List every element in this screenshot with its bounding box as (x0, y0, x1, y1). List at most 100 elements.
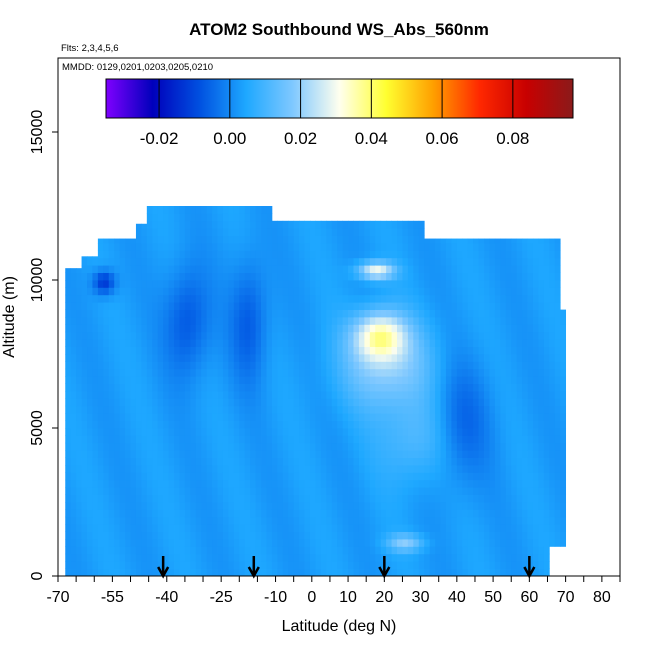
heatmap-cell (103, 376, 110, 384)
heatmap-cell (456, 331, 463, 340)
heatmap-cell (413, 509, 420, 518)
heatmap-cell (212, 524, 218, 532)
heatmap-cell (119, 531, 126, 540)
heatmap-cell (92, 553, 99, 562)
heatmap-cell (87, 265, 93, 273)
x-tick-label: 30 (412, 589, 430, 606)
heatmap-cell (92, 391, 99, 399)
heatmap-cell (130, 509, 137, 518)
heatmap-cell (516, 339, 523, 347)
heatmap-cell (233, 524, 240, 532)
heatmap-cell (174, 531, 180, 540)
heatmap-cell (418, 561, 425, 569)
heatmap-cell (212, 465, 218, 473)
heatmap-cell (538, 368, 545, 377)
heatmap-cell (97, 272, 104, 281)
heatmap-cell (65, 324, 72, 333)
heatmap-cell (87, 368, 93, 377)
heatmap-cell (81, 479, 88, 488)
heatmap-cell (125, 568, 131, 577)
heatmap-cell (315, 435, 322, 444)
heatmap-cell (456, 561, 463, 569)
heatmap-cell (456, 346, 463, 355)
heatmap-cell (125, 435, 131, 444)
heatmap-cell (70, 376, 77, 384)
heatmap-cell (141, 516, 148, 525)
heatmap-cell (380, 383, 387, 392)
heatmap-cell (195, 228, 202, 236)
heatmap-cell (315, 428, 322, 436)
heatmap-cell (538, 391, 545, 399)
heatmap-cell (92, 265, 99, 273)
heatmap-cell (331, 539, 338, 547)
heatmap-cell (266, 280, 273, 288)
heatmap-cell (467, 479, 474, 488)
heatmap-cell (70, 502, 77, 510)
heatmap-cell (201, 361, 208, 370)
heatmap-cell (92, 324, 99, 333)
heatmap-cell (375, 561, 382, 569)
heatmap-cell (217, 376, 224, 384)
heatmap-cell (320, 509, 327, 518)
heatmap-cell (549, 509, 556, 518)
heatmap-cell (114, 546, 121, 555)
heatmap-cell (87, 376, 93, 384)
heatmap-cell (222, 257, 229, 266)
heatmap-cell (266, 539, 273, 547)
heatmap-cell (538, 361, 545, 370)
x-tick-label: -10 (264, 589, 287, 606)
heatmap-cell (239, 368, 246, 377)
heatmap-cell (179, 324, 186, 333)
heatmap-cell (358, 376, 365, 384)
heatmap-cell (152, 561, 159, 569)
heatmap-cell (348, 243, 354, 251)
heatmap-cell (244, 413, 251, 421)
heatmap-cell (489, 413, 496, 421)
heatmap-cell (103, 524, 110, 532)
heatmap-cell (239, 346, 246, 355)
heatmap-cell (190, 309, 197, 318)
heatmap-cell (206, 516, 213, 525)
heatmap-cell (505, 287, 512, 296)
heatmap-cell (522, 465, 528, 473)
heatmap-cell (445, 516, 452, 525)
heatmap-cell (179, 561, 186, 569)
heatmap-cell (527, 450, 534, 458)
heatmap-cell (65, 553, 72, 562)
heatmap-cell (135, 428, 142, 436)
heatmap-cell (418, 228, 425, 236)
heatmap-cell (114, 280, 121, 288)
heatmap-cell (108, 420, 115, 429)
heatmap-cell (239, 405, 246, 414)
heatmap-cell (282, 331, 289, 340)
heatmap-cell (413, 250, 420, 259)
heatmap-cell (445, 435, 452, 444)
heatmap-cell (304, 346, 311, 355)
heatmap-cell (76, 280, 82, 288)
heatmap-cell (331, 553, 338, 562)
heatmap-cell (484, 324, 490, 333)
heatmap-cell (130, 280, 137, 288)
heatmap-cell (288, 309, 295, 318)
heatmap-cell (250, 442, 257, 451)
heatmap-cell (402, 257, 409, 266)
heatmap-cell (163, 354, 169, 362)
heatmap-cell (157, 524, 164, 532)
heatmap-cell (146, 213, 153, 222)
heatmap-cell (309, 324, 316, 333)
heatmap-cell (337, 487, 344, 495)
heatmap-cell (522, 346, 528, 355)
heatmap-cell (217, 302, 224, 310)
heatmap-cell (386, 383, 392, 392)
heatmap-cell (418, 383, 425, 392)
heatmap-cell (271, 368, 278, 377)
heatmap-cell (358, 502, 365, 510)
heatmap-cell (141, 502, 148, 510)
heatmap-cell (326, 472, 333, 481)
heatmap-cell (494, 368, 501, 377)
heatmap-cell (114, 309, 121, 318)
heatmap-cell (380, 502, 387, 510)
heatmap-cell (65, 442, 72, 451)
heatmap-cell (255, 435, 262, 444)
heatmap-cell (315, 243, 322, 251)
